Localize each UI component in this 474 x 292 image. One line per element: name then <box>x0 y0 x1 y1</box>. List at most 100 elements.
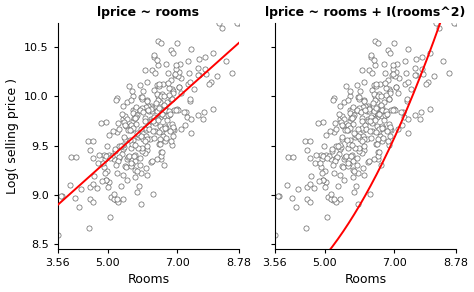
Point <box>366 129 374 134</box>
Point <box>201 67 209 72</box>
Point <box>404 79 411 84</box>
Point <box>362 122 369 127</box>
Point <box>334 184 342 189</box>
Point <box>114 159 122 164</box>
Point <box>67 154 74 159</box>
Point <box>95 152 102 157</box>
Point <box>302 225 310 230</box>
Point <box>156 111 164 116</box>
Point <box>389 72 396 76</box>
Point <box>319 120 327 125</box>
Point <box>156 142 164 147</box>
Point <box>138 145 146 150</box>
Point <box>129 119 137 124</box>
Point <box>322 133 330 138</box>
Point <box>274 193 282 198</box>
Point <box>155 118 162 123</box>
Point <box>354 107 362 112</box>
Point <box>110 192 118 196</box>
Point <box>121 137 129 141</box>
Point <box>368 116 376 121</box>
Point <box>139 109 147 114</box>
Point <box>147 103 155 108</box>
Point <box>379 139 386 144</box>
Point <box>148 67 156 72</box>
Point <box>155 108 162 113</box>
Point <box>153 57 161 62</box>
Point <box>213 73 220 78</box>
Point <box>354 95 362 100</box>
Point <box>164 112 172 117</box>
Point <box>163 117 171 122</box>
Point <box>404 117 412 121</box>
Point <box>143 128 150 133</box>
Point <box>372 106 380 111</box>
Point <box>168 122 176 126</box>
Point <box>390 63 397 67</box>
Point <box>158 112 165 117</box>
Point <box>346 94 354 99</box>
Point <box>355 105 363 110</box>
Point <box>194 66 201 71</box>
Point <box>119 197 127 201</box>
Point <box>163 61 170 66</box>
Point <box>329 98 337 102</box>
Point <box>132 121 139 126</box>
Point <box>185 71 192 76</box>
Point <box>331 159 339 164</box>
Point <box>317 152 325 157</box>
Point <box>186 97 193 101</box>
Point <box>392 70 400 75</box>
Point <box>389 67 397 72</box>
Point <box>133 190 141 195</box>
Point <box>57 193 65 198</box>
Point <box>407 87 415 91</box>
Point <box>319 157 326 162</box>
Point <box>85 225 93 230</box>
Point <box>338 123 346 128</box>
Point <box>401 82 409 87</box>
Point <box>371 98 379 102</box>
Point <box>341 155 349 160</box>
Point <box>348 107 356 112</box>
Point <box>105 133 113 138</box>
Point <box>365 159 373 164</box>
Point <box>141 116 148 120</box>
Point <box>113 171 121 175</box>
Point <box>103 144 111 148</box>
Point <box>381 70 389 75</box>
Point <box>344 161 352 166</box>
Point <box>321 185 329 190</box>
Point <box>128 142 136 146</box>
Point <box>113 197 120 201</box>
Point <box>124 128 132 133</box>
Point <box>101 171 109 175</box>
Point <box>346 137 354 142</box>
Point <box>374 111 381 116</box>
Point <box>358 68 366 73</box>
Point <box>378 108 386 113</box>
Point <box>392 85 400 89</box>
Point <box>272 233 279 237</box>
Point <box>107 156 114 160</box>
Point <box>339 165 347 169</box>
Point <box>105 152 113 157</box>
Point <box>348 116 356 121</box>
Point <box>121 164 128 169</box>
Point <box>129 137 137 142</box>
Point <box>144 99 151 104</box>
Point <box>386 125 393 130</box>
Point <box>368 115 375 119</box>
Point <box>150 55 158 59</box>
Point <box>450 20 458 25</box>
Point <box>346 142 353 146</box>
Point <box>365 117 372 121</box>
Point <box>384 138 392 143</box>
Point <box>435 26 443 30</box>
Point <box>201 55 209 59</box>
Point <box>294 187 301 192</box>
Point <box>173 107 181 112</box>
Point <box>144 79 151 84</box>
Point <box>382 86 390 91</box>
Point <box>168 143 176 148</box>
